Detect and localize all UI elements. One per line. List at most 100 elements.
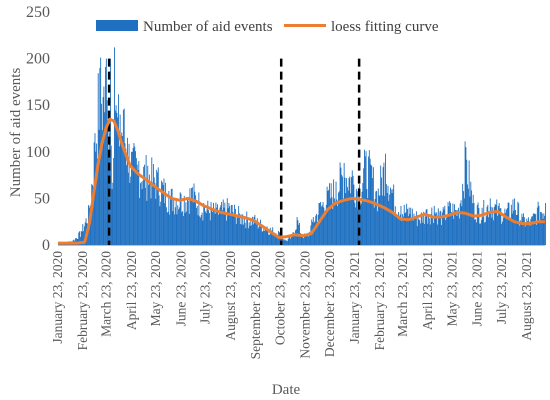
bar [269,227,271,245]
x-tick-label: May 23, 2021 [444,251,459,326]
x-tick-label: January 23, 2021 [347,251,362,344]
bar [208,210,210,245]
bar [193,183,195,245]
bar [144,187,146,245]
bar [188,213,190,245]
bar [325,204,327,245]
bar [122,109,124,245]
bar [171,188,173,245]
bar [381,177,382,245]
bar [101,130,103,245]
bar [84,222,86,245]
bar [276,236,278,245]
bar [230,213,231,245]
bar [296,217,298,245]
bar [184,212,186,245]
bar [445,220,447,245]
bar [183,216,184,245]
bar [307,236,309,245]
bar [233,213,235,245]
bar [110,145,112,245]
bar [477,202,479,245]
bar [407,208,408,245]
bar [255,220,257,245]
bar [159,206,161,245]
bar [486,206,488,245]
bar [95,151,97,245]
bar [478,208,480,245]
bar [422,222,424,245]
bar [114,110,116,246]
bar [367,198,369,245]
bar [391,193,393,245]
bar [492,207,494,245]
bar [497,205,499,245]
bar [437,208,439,245]
bar [329,198,331,245]
bar [514,209,516,245]
bar [410,207,412,245]
bar [204,207,205,245]
y-tick-label: 250 [26,4,50,21]
bar [425,209,427,245]
bar [472,194,474,245]
bar [196,205,198,245]
bar [297,220,299,245]
bar [526,218,528,245]
bar [485,216,487,245]
bar [177,205,179,245]
bar [339,162,341,245]
bar [264,230,266,245]
bar [314,221,316,245]
bar [274,234,276,245]
bar [152,182,154,245]
x-axis-ticks: January 23, 2020 February 23, 2020 March 2… [50,251,534,360]
bar [133,143,135,245]
bar [175,200,177,245]
bar [442,207,444,245]
bar [341,174,343,245]
bar [536,207,538,245]
bar [385,153,386,245]
bar [343,162,345,245]
bar [75,237,77,245]
bar [366,188,368,245]
bar [400,205,402,245]
bar [470,181,472,245]
bar [332,209,334,245]
bar [219,207,221,245]
bar [269,234,270,245]
bar [390,189,392,245]
bar [223,207,225,245]
bar [284,239,286,245]
bar [119,114,121,246]
bar [275,233,277,245]
bar [328,189,330,245]
bar [289,236,291,245]
bar [347,190,349,245]
bar [465,147,467,245]
bar [301,233,303,245]
bar [372,167,374,245]
bar [320,202,322,245]
bar [225,211,227,245]
bar [463,191,464,245]
bar [252,224,254,245]
bar [404,213,406,245]
bar [209,220,211,245]
bar [167,211,169,245]
bar [190,198,192,245]
bar [105,58,107,245]
bar [355,188,357,245]
bar [388,200,390,245]
bar [149,181,151,245]
bar [409,213,411,245]
bar [426,209,428,245]
bar [183,195,185,245]
bar [228,203,230,245]
bar [161,182,163,245]
bar [273,232,275,245]
x-tick-label: January 23, 2020 [50,251,65,344]
x-axis-title: Date [272,382,301,398]
bar [523,213,524,245]
